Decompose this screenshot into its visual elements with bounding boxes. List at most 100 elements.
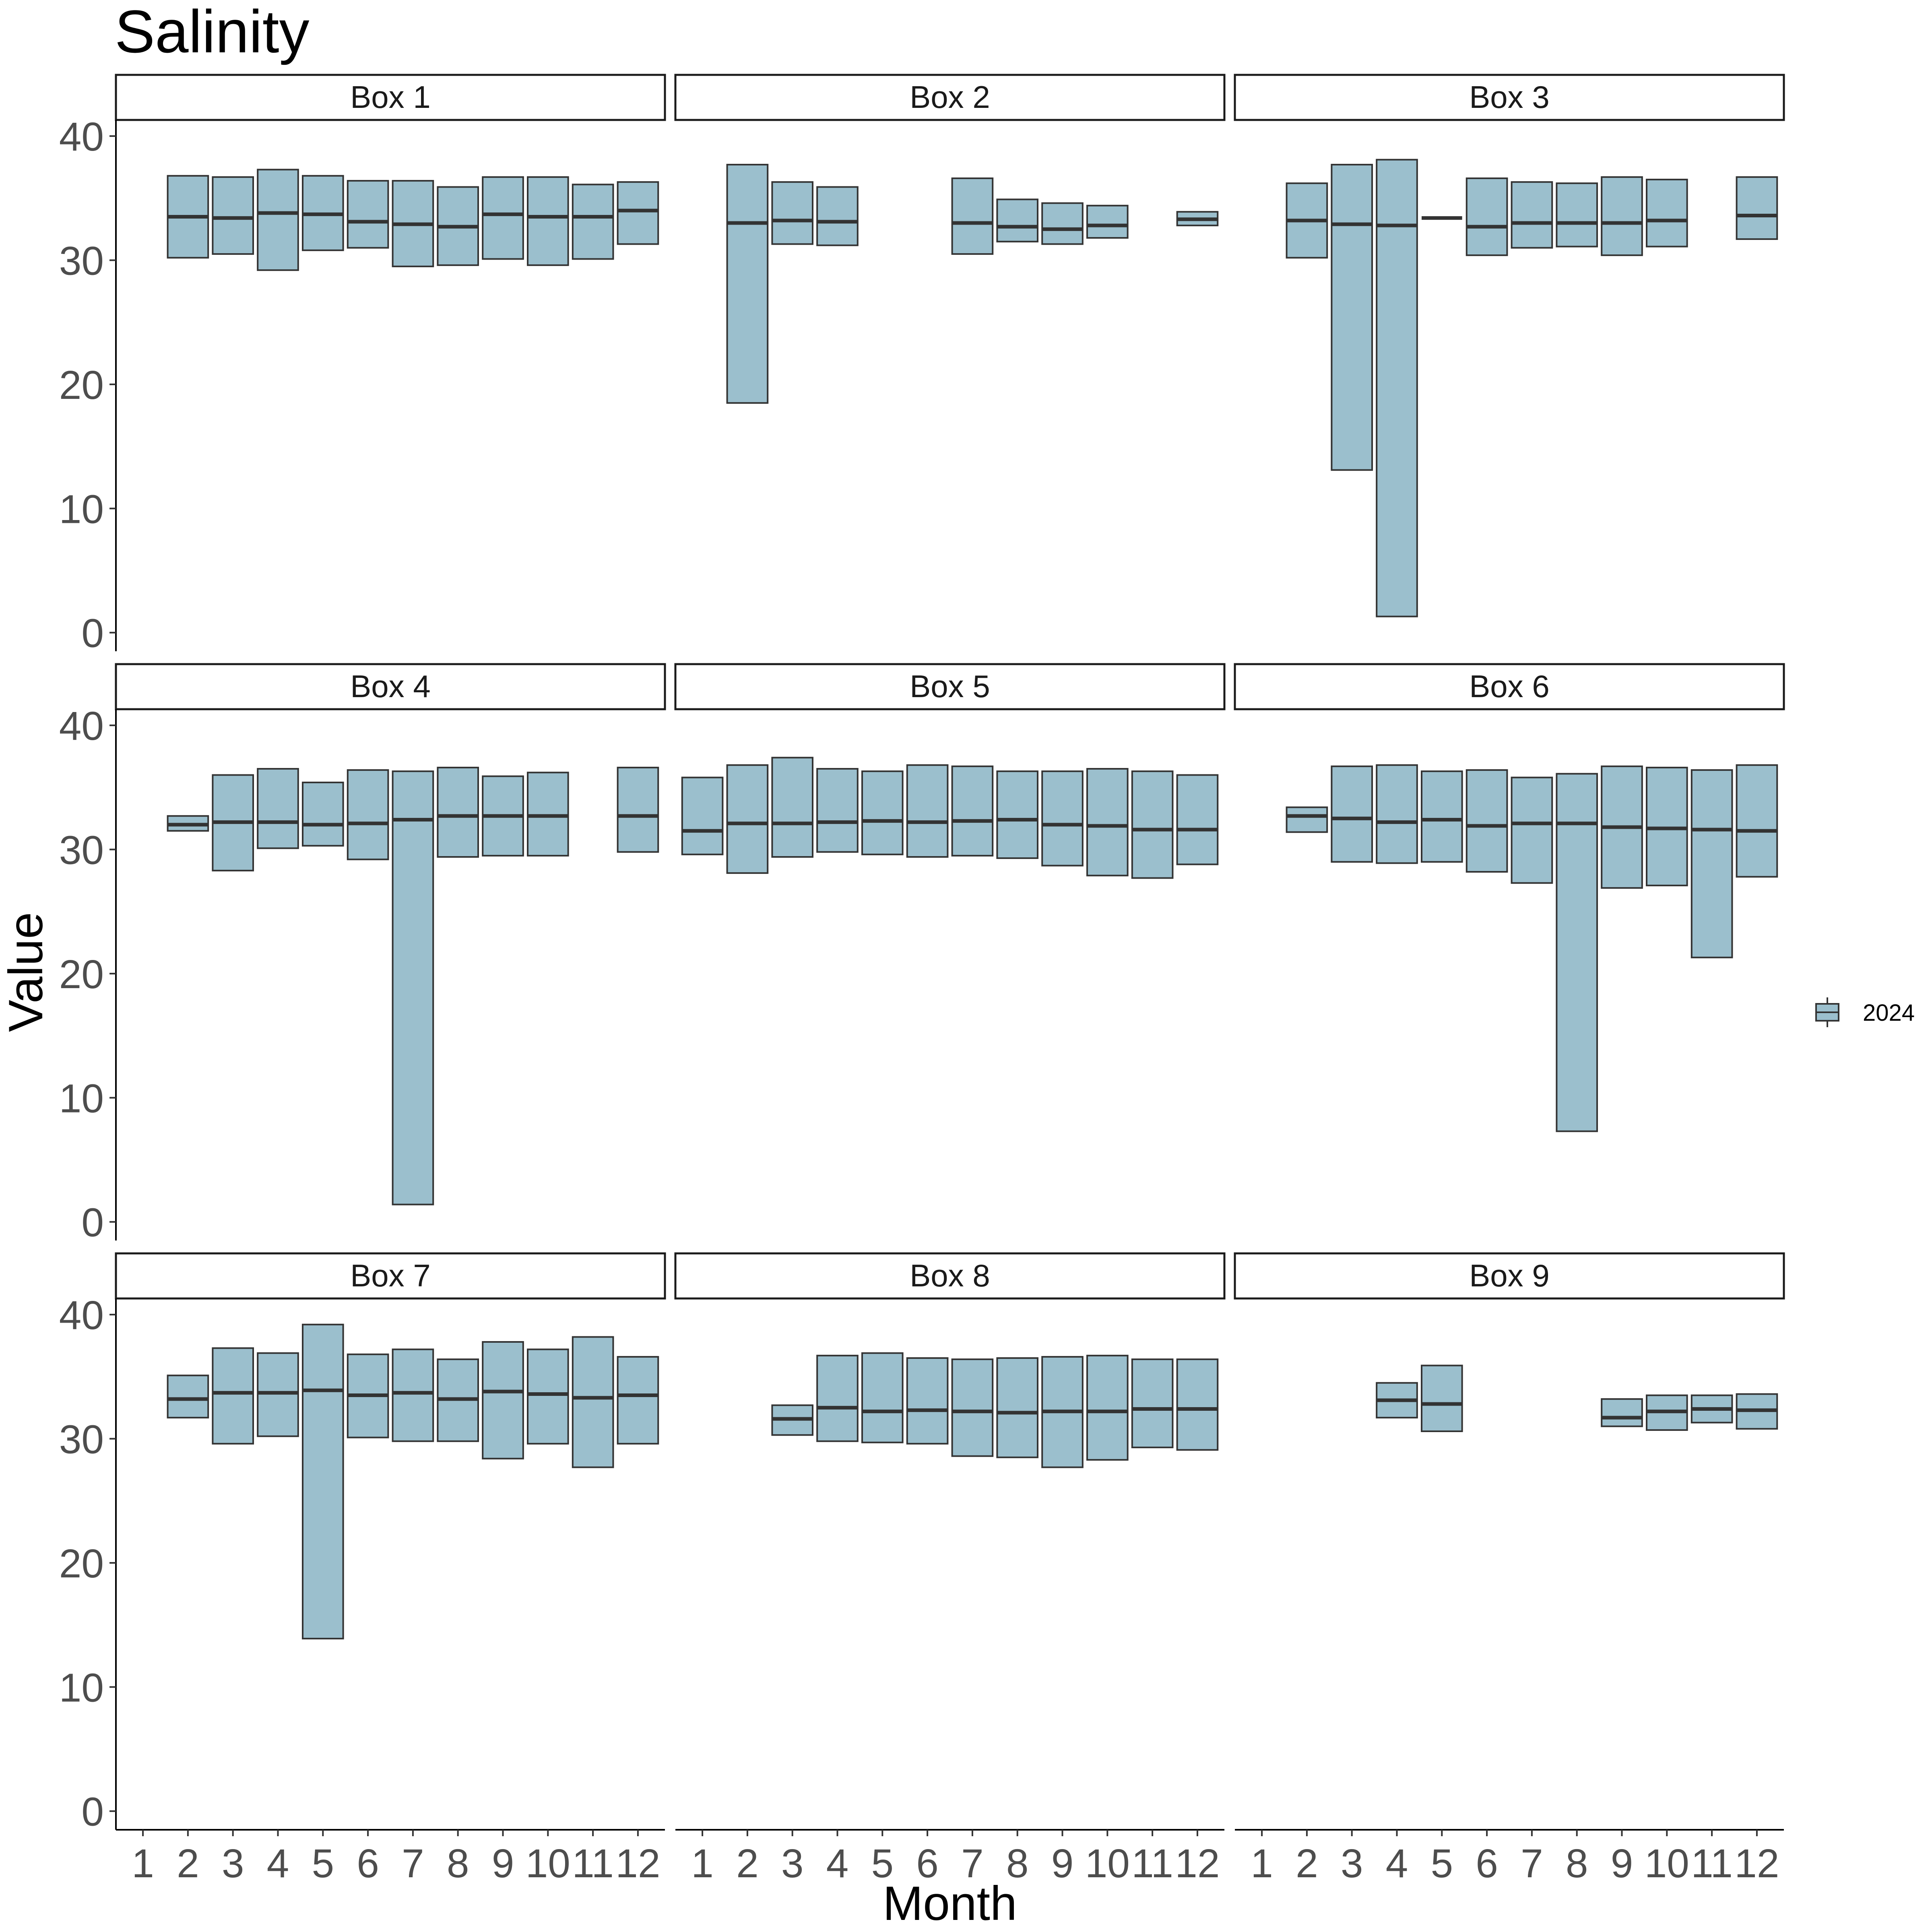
facet-strip	[674, 1252, 1226, 1300]
box-rect	[861, 1352, 904, 1443]
box-rect	[906, 764, 949, 858]
facet-strip	[1234, 74, 1785, 121]
box-rect	[1736, 176, 1778, 240]
box-rect	[1646, 766, 1688, 886]
y-tick-label: 10	[59, 1076, 104, 1121]
box-rect	[301, 781, 344, 847]
box-rect	[1601, 1398, 1643, 1427]
box-rect	[1556, 182, 1598, 248]
x-tick-label: 9	[1611, 1841, 1633, 1886]
box-rect	[996, 770, 1039, 859]
y-tick-label: 30	[59, 1417, 104, 1462]
box-rect	[771, 757, 814, 858]
x-tick-label: 1	[691, 1841, 714, 1886]
x-tick-label: 1	[132, 1841, 154, 1886]
x-tick-label: 3	[1341, 1841, 1363, 1886]
box-rect	[1086, 768, 1129, 877]
box-rect	[1331, 765, 1373, 863]
box-rect	[1466, 769, 1508, 873]
box-rect	[572, 184, 614, 260]
box-rect	[212, 1347, 254, 1445]
box-rect	[392, 1348, 434, 1442]
x-tick-label: 9	[492, 1841, 514, 1886]
facet-strip-label: Box 4	[350, 669, 430, 704]
facet-strip-label: Box 2	[910, 79, 990, 115]
x-tick-label: 7	[961, 1841, 984, 1886]
facet-strip	[115, 1252, 666, 1300]
box-rect	[572, 1336, 614, 1468]
x-tick-label: 11	[1691, 1841, 1733, 1886]
box-rect	[1646, 179, 1688, 248]
box-rect	[1041, 202, 1084, 245]
facet-strip-label: Box 3	[1469, 79, 1549, 115]
box-rect	[1286, 806, 1328, 833]
box-rect	[347, 180, 389, 249]
box-rect	[861, 770, 904, 855]
x-tick-label: 10	[1085, 1841, 1130, 1886]
x-tick-label: 6	[357, 1841, 379, 1886]
y-tick-label: 30	[59, 239, 104, 284]
x-tick-label: 9	[1051, 1841, 1074, 1886]
facet-strip	[674, 663, 1226, 710]
box-rect	[726, 164, 769, 404]
x-tick-label: 10	[1645, 1841, 1689, 1886]
x-tick-label: 7	[1521, 1841, 1543, 1886]
box-rect	[1131, 1358, 1174, 1449]
box-rect	[951, 177, 994, 255]
y-tick-label: 30	[59, 828, 104, 873]
box-rect	[816, 768, 859, 853]
box-rect	[1041, 770, 1084, 867]
x-tick-label: 3	[222, 1841, 244, 1886]
y-tick-label: 0	[81, 611, 104, 656]
box-rect	[1466, 177, 1508, 256]
box-rect	[1176, 1358, 1219, 1451]
x-tick-label: 5	[312, 1841, 334, 1886]
y-tick-label: 40	[59, 1293, 104, 1338]
box-rect	[482, 1341, 524, 1459]
x-tick-label: 7	[402, 1841, 424, 1886]
box-rect	[527, 1348, 569, 1445]
legend: 2024	[1815, 997, 1915, 1027]
x-tick-label: 11	[572, 1841, 614, 1886]
box-rect	[906, 1357, 949, 1445]
x-tick-label: 4	[267, 1841, 289, 1886]
x-tick-label: 12	[615, 1841, 660, 1886]
facet-strip-label: Box 9	[1469, 1258, 1549, 1293]
facet-strip	[115, 663, 666, 710]
y-tick-label: 10	[59, 1665, 104, 1710]
x-tick-label: 12	[1734, 1841, 1779, 1886]
chart-title: Salinity	[115, 0, 310, 65]
x-tick-label: 3	[781, 1841, 804, 1886]
box-rect	[617, 766, 659, 853]
y-tick-label: 10	[59, 487, 104, 532]
box-rect	[771, 181, 814, 245]
box-rect	[617, 1356, 659, 1445]
x-tick-label: 8	[1006, 1841, 1029, 1886]
box-rect	[527, 772, 569, 857]
x-tick-label: 11	[1131, 1841, 1173, 1886]
facet-strip-label: Box 1	[350, 79, 430, 115]
x-tick-label: 5	[871, 1841, 894, 1886]
facet-strip	[1234, 1252, 1785, 1300]
box-rect	[301, 1323, 344, 1640]
box-rect	[1511, 181, 1553, 249]
y-tick-label: 20	[59, 952, 104, 997]
x-tick-label: 12	[1175, 1841, 1220, 1886]
box-rect	[1601, 176, 1643, 256]
box-rect	[951, 765, 994, 857]
x-tick-label: 2	[1296, 1841, 1318, 1886]
box-rect	[1420, 1364, 1463, 1432]
facet-strip	[115, 74, 666, 121]
box-rect	[1176, 774, 1219, 865]
y-tick-label: 40	[59, 704, 104, 749]
box-rect	[1376, 764, 1418, 864]
box-rect	[816, 186, 859, 246]
facet-strip	[674, 74, 1226, 121]
box-rect	[392, 770, 434, 1205]
box-rect	[726, 764, 769, 874]
x-tick-label: 1	[1251, 1841, 1273, 1886]
y-tick-label: 0	[81, 1790, 104, 1835]
x-tick-label: 6	[916, 1841, 939, 1886]
box-rect	[681, 776, 724, 855]
